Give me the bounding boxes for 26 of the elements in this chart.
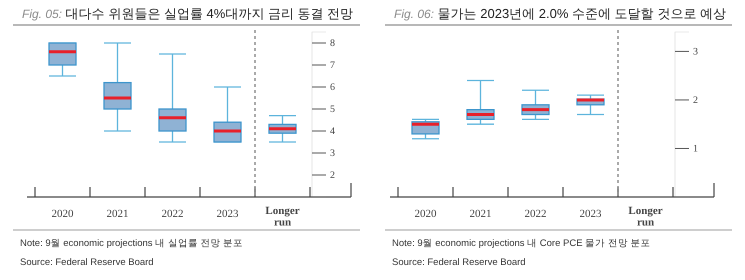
x-tick-label: Longer run bbox=[265, 204, 300, 228]
x-tick-label: 2022 bbox=[524, 208, 546, 220]
x-tick-label: 2023 bbox=[580, 208, 602, 220]
x-tick-label: 2022 bbox=[162, 208, 184, 220]
x-tick-label: 2021 bbox=[106, 208, 128, 220]
x-tick-label: 2021 bbox=[470, 208, 492, 220]
y-tick-label: 4 bbox=[330, 126, 335, 138]
y-tick-label: 2 bbox=[693, 95, 698, 106]
x-tick-label: 2023 bbox=[216, 208, 239, 220]
y-tick-label: 3 bbox=[693, 46, 698, 58]
source-note: Source: Federal Reserve Board bbox=[392, 257, 526, 268]
x-tick-label: Longer run bbox=[628, 204, 663, 228]
y-tick-label: 3 bbox=[330, 148, 335, 160]
chart-title: Fig. 06: 물가는 2023년에 2.0% 수준에 도달할 것으로 예상 bbox=[394, 6, 726, 21]
y-tick-label: 6 bbox=[330, 82, 335, 94]
y-tick-label: 7 bbox=[330, 60, 335, 72]
x-tick-label: 2020 bbox=[52, 208, 74, 220]
chart-title: Fig. 05: 대다수 위원들은 실업률 4%대까지 금리 동결 전망 bbox=[22, 6, 354, 21]
text: Note: 9월 economic projections 내 실업률 전망 분포 bbox=[20, 238, 244, 249]
source-note: Source: Federal Reserve Board bbox=[20, 257, 154, 268]
y-tick-label: 5 bbox=[330, 104, 335, 116]
y-tick-label: 2 bbox=[330, 170, 335, 182]
text: Note: 9월 economic projections 내 Core PCE 물가 전망 분포 bbox=[392, 238, 650, 249]
y-tick-label: 1 bbox=[693, 144, 698, 155]
x-tick-label: 2020 bbox=[414, 208, 437, 220]
y-tick-label: 8 bbox=[330, 38, 335, 50]
